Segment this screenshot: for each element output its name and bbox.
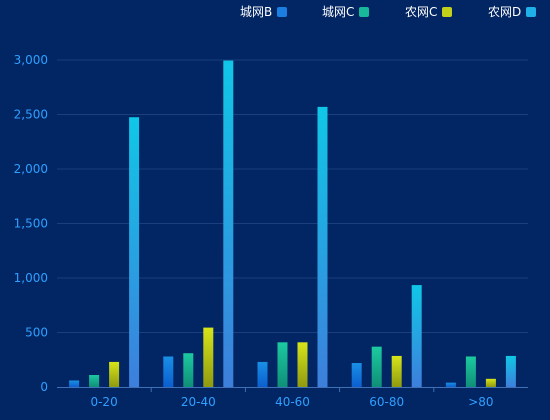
bar-4-0-20[interactable] — [129, 117, 140, 387]
y-tick-label: 2,000 — [14, 162, 48, 176]
x-tick-label: 60-80 — [369, 395, 404, 409]
legend-item-series-4[interactable]: 农网D — [488, 3, 537, 21]
legend-swatch-series-1 — [277, 7, 288, 17]
legend-label-series-2: 城网C — [322, 5, 355, 19]
bar-2-20-40[interactable] — [183, 353, 194, 387]
y-tick-label: 3,000 — [14, 53, 48, 67]
y-tick-label: 500 — [25, 326, 48, 340]
bar-2->80[interactable] — [465, 356, 476, 387]
bar-1-20-40[interactable] — [163, 356, 174, 387]
bar-2-0-20[interactable] — [89, 375, 100, 387]
bar-3-0-20[interactable] — [109, 361, 120, 387]
legend-swatch-series-4 — [526, 7, 537, 17]
gridlines — [57, 59, 528, 333]
bar-4->80[interactable] — [505, 355, 516, 387]
bar-2-40-60[interactable] — [277, 342, 288, 387]
bar-2-60-80[interactable] — [371, 346, 382, 387]
x-tick-label: 20-40 — [181, 395, 216, 409]
x-tick-label: 0-20 — [90, 395, 117, 409]
bar-3-40-60[interactable] — [297, 342, 308, 387]
legend-swatch-series-3 — [442, 7, 453, 17]
legend-label-series-1: 城网B — [240, 5, 273, 19]
legend-swatch-series-2 — [359, 7, 370, 17]
bars — [69, 60, 516, 388]
axes — [57, 387, 528, 392]
bar-3-20-40[interactable] — [203, 327, 214, 387]
legend-label-series-3: 农网C — [405, 5, 438, 19]
y-tick-label: 2,500 — [14, 108, 48, 122]
legend: 城网B 城网C 农网C 农网D — [0, 3, 550, 21]
bar-4-40-60[interactable] — [317, 106, 328, 388]
y-tick-label: 0 — [40, 380, 48, 394]
legend-item-series-2[interactable]: 城网C — [322, 3, 370, 21]
legend-item-series-1[interactable]: 城网B — [240, 3, 288, 21]
bar-4-60-80[interactable] — [411, 285, 422, 387]
bar-3->80[interactable] — [485, 378, 496, 387]
bar-1-0-20[interactable] — [69, 380, 80, 387]
bar-1-40-60[interactable] — [257, 361, 268, 387]
y-tick-label: 1,000 — [14, 271, 48, 285]
legend-item-series-3[interactable]: 农网C — [405, 3, 453, 21]
bar-1->80[interactable] — [445, 382, 456, 387]
bar-1-60-80[interactable] — [351, 363, 362, 387]
y-tick-label: 1,500 — [14, 217, 48, 231]
tick-labels: 0 500 1,000 1,500 2,000 2,500 3,000 0-20 20-40 40… — [14, 53, 494, 409]
bar-4-20-40[interactable] — [223, 60, 234, 388]
legend-label-series-4: 农网D — [488, 5, 522, 19]
x-tick-label: 40-60 — [275, 395, 310, 409]
bar-3-60-80[interactable] — [391, 355, 402, 387]
x-tick-label: >80 — [468, 395, 493, 409]
